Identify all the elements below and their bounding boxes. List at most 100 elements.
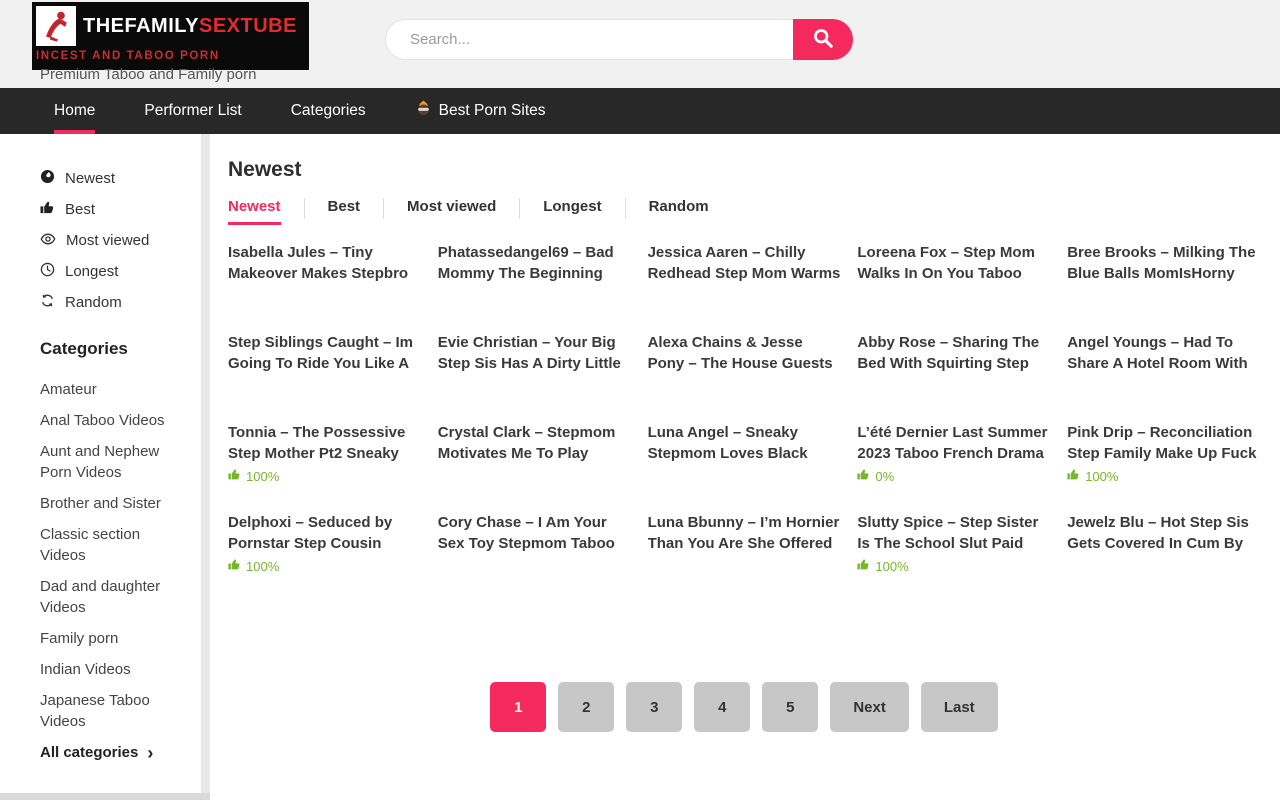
tab-most-viewed[interactable]: Most viewed — [407, 198, 497, 215]
refresh-icon — [40, 293, 55, 312]
video-title-link[interactable]: Step Siblings Caught – Im Going To Ride … — [228, 334, 414, 372]
category-link-japanese-taboo[interactable]: Japanese Taboo Videos — [40, 692, 150, 730]
nav-item-performer-list[interactable]: Performer List — [144, 102, 242, 119]
tab-separator — [303, 198, 305, 219]
video-title-link[interactable]: Loreena Fox – Step Mom Walks In On You T… — [857, 244, 1035, 282]
sidebar-item-random[interactable]: Random — [40, 294, 201, 311]
video-rating: 100% — [857, 558, 1050, 574]
category-link-anal-taboo[interactable]: Anal Taboo Videos — [40, 412, 165, 429]
video-rating: 100% — [228, 558, 421, 574]
nav-item-home[interactable]: Home — [54, 88, 96, 134]
video-title-link[interactable]: Tonnia – The Possessive Step Mother Pt2 … — [228, 424, 406, 462]
video-rating: 100% — [1067, 468, 1260, 484]
site-tagline: Premium Taboo and Family porn — [40, 66, 257, 83]
video-card: Pink Drip – Reconciliation Step Family M… — [1067, 422, 1260, 512]
category-link-brother-sister[interactable]: Brother and Sister — [40, 495, 161, 512]
video-title-link[interactable]: Isabella Jules – Tiny Makeover Makes Ste… — [228, 244, 409, 282]
category-link-family-porn[interactable]: Family porn — [40, 630, 119, 647]
page-button-next[interactable]: Next — [830, 682, 909, 732]
sort-tabs: Newest Best Most viewed Longest Random — [228, 198, 1260, 225]
video-card: L’été Dernier Last Summer 2023 Taboo Fre… — [857, 422, 1050, 512]
video-card: Step Siblings Caught – Im Going To Ride … — [228, 332, 421, 422]
flame-face-icon — [415, 100, 432, 122]
video-title-link[interactable]: Crystal Clark – Stepmom Motivates Me To … — [437, 424, 616, 462]
sidebar-item-most-viewed[interactable]: Most viewed — [40, 232, 201, 249]
category-link-amateur[interactable]: Amateur — [40, 381, 97, 398]
nav-item-best-porn-sites[interactable]: Best Porn Sites — [415, 88, 546, 134]
sidebar-item-best[interactable]: Best — [40, 201, 201, 218]
video-card: Loreena Fox – Step Mom Walks In On You T… — [857, 242, 1050, 332]
video-title-link[interactable]: Slutty Spice – Step Sister Is The School… — [857, 514, 1039, 552]
page-button-2[interactable]: 2 — [558, 682, 615, 732]
search-icon — [812, 27, 834, 52]
tab-newest[interactable]: Newest — [228, 198, 281, 225]
thumbs-up-icon — [40, 200, 55, 219]
rating-value: 100% — [246, 558, 280, 574]
video-title-link[interactable]: Cory Chase – I Am Your Sex Toy Stepmom T… — [437, 514, 615, 552]
tab-longest[interactable]: Longest — [543, 198, 602, 215]
thumbs-up-icon — [228, 558, 241, 574]
video-title-link[interactable]: Luna Bbunny – I’m Hornier Than You Are S… — [647, 514, 840, 552]
thumbs-up-icon — [1067, 468, 1080, 484]
rating-value: 0% — [875, 468, 895, 484]
video-title-link[interactable]: Alexa Chains & Jesse Pony – The House Gu… — [647, 334, 833, 372]
logo-box: THEFAMILYSEXTUBE INCEST AND TABOO PORN — [32, 2, 309, 70]
tab-separator — [519, 198, 521, 219]
video-title-link[interactable]: Evie Christian – Your Big Step Sis Has A… — [437, 334, 621, 372]
logo-figure-icon — [36, 6, 76, 46]
sidebar-divider — [201, 134, 210, 800]
sidebar-scrollbar[interactable] — [0, 793, 210, 800]
category-link-indian[interactable]: Indian Videos — [40, 661, 131, 678]
nav-item-categories[interactable]: Categories — [290, 102, 366, 119]
video-card: Phatassedangel69 – Bad Mommy The Beginni… — [438, 242, 631, 332]
sidebar-item-newest[interactable]: Newest — [40, 169, 201, 188]
page-button-3[interactable]: 3 — [626, 682, 683, 732]
video-card: Jessica Aaren – Chilly Redhead Step Mom … — [648, 242, 841, 332]
page-button-1[interactable]: 1 — [490, 682, 547, 732]
thumbs-up-icon — [228, 468, 241, 484]
main-nav: Home Performer List Categories Best Porn… — [0, 88, 1280, 134]
video-title-link[interactable]: Abby Rose – Sharing The Bed With Squirti… — [857, 334, 1040, 372]
tab-random[interactable]: Random — [648, 198, 709, 215]
video-card: Alexa Chains & Jesse Pony – The House Gu… — [648, 332, 841, 422]
logo-subtitle: INCEST AND TABOO PORN — [36, 50, 220, 62]
video-title-link[interactable]: Luna Angel – Sneaky Stepmom Loves Black … — [647, 424, 808, 462]
video-card: Bree Brooks – Milking The Blue Balls Mom… — [1067, 242, 1260, 332]
header: THEFAMILYSEXTUBE INCEST AND TABOO PORN P… — [0, 0, 1280, 88]
search-button[interactable] — [793, 19, 853, 60]
category-link-aunt-nephew[interactable]: Aunt and Nephew Porn Videos — [40, 443, 160, 481]
page-title: Newest — [228, 158, 302, 181]
rating-value: 100% — [1085, 468, 1119, 484]
category-link-dad-daughter[interactable]: Dad and daughter Videos — [40, 578, 161, 616]
chevron-right-icon: › — [147, 742, 154, 763]
all-categories-link[interactable]: All categories › — [40, 742, 154, 763]
thumbs-up-icon — [857, 468, 870, 484]
rating-value: 100% — [246, 468, 280, 484]
page-button-last[interactable]: Last — [920, 682, 998, 732]
site-logo[interactable]: THEFAMILYSEXTUBE INCEST AND TABOO PORN — [32, 2, 309, 70]
video-title-link[interactable]: Pink Drip – Reconciliation Step Family M… — [1067, 424, 1257, 462]
video-title-link[interactable]: L’été Dernier Last Summer 2023 Taboo Fre… — [857, 424, 1048, 462]
tab-best[interactable]: Best — [327, 198, 361, 215]
categories-heading: Categories — [40, 339, 128, 358]
video-title-link[interactable]: Phatassedangel69 – Bad Mommy The Beginni… — [437, 244, 614, 282]
video-title-link[interactable]: Jewelz Blu – Hot Step Sis Gets Covered I… — [1067, 514, 1249, 552]
search-input[interactable] — [385, 19, 853, 60]
video-grid: Isabella Jules – Tiny Makeover Makes Ste… — [228, 242, 1260, 602]
sidebar-item-longest[interactable]: Longest — [40, 262, 201, 280]
video-title-link[interactable]: Delphoxi – Seduced by Pornstar Step Cous… — [228, 514, 393, 552]
video-card: Isabella Jules – Tiny Makeover Makes Ste… — [228, 242, 421, 332]
page-button-5[interactable]: 5 — [762, 682, 819, 732]
tab-separator — [624, 198, 626, 219]
main-content: Newest Newest Best Most viewed Longest R… — [210, 134, 1280, 800]
video-title-link[interactable]: Jessica Aaren – Chilly Redhead Step Mom … — [647, 244, 841, 282]
video-title-link[interactable]: Bree Brooks – Milking The Blue Balls Mom… — [1067, 244, 1256, 282]
category-link-classic-section[interactable]: Classic section Videos — [40, 526, 141, 564]
video-card: Luna Angel – Sneaky Stepmom Loves Black … — [648, 422, 841, 512]
video-title-link[interactable]: Angel Youngs – Had To Share A Hotel Room… — [1067, 334, 1248, 372]
page-button-4[interactable]: 4 — [694, 682, 751, 732]
logo-title: THEFAMILYSEXTUBE — [83, 14, 297, 37]
newest-icon — [40, 169, 55, 188]
video-card: Abby Rose – Sharing The Bed With Squirti… — [857, 332, 1050, 422]
rating-value: 100% — [875, 558, 909, 574]
